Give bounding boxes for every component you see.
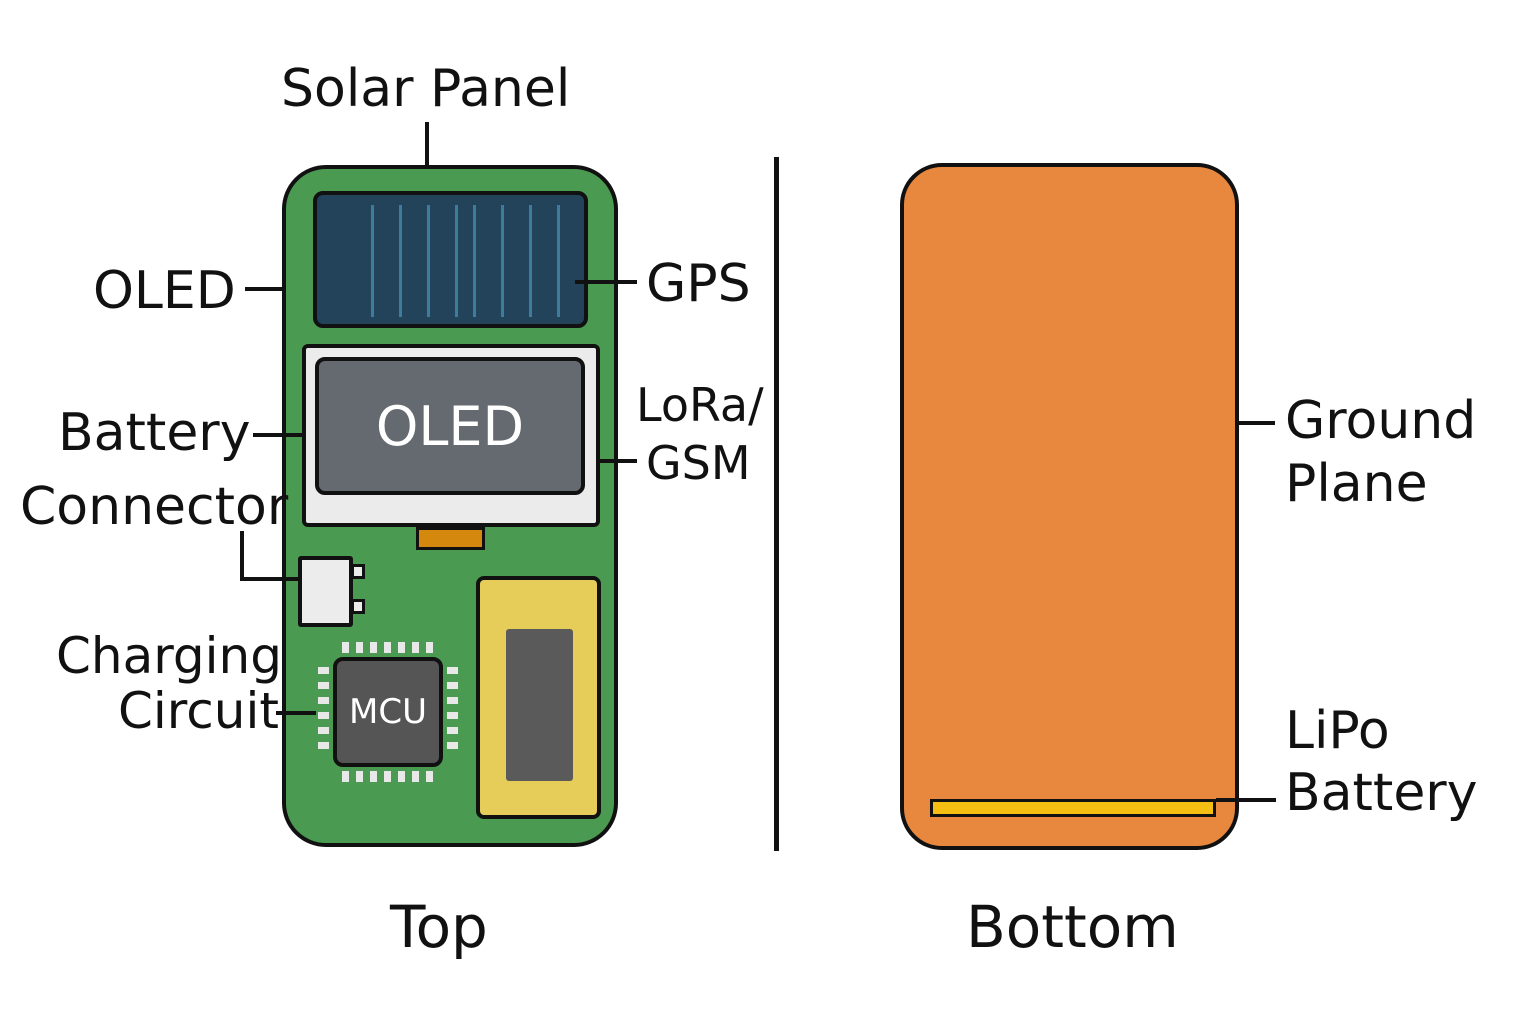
label-battery: Battery [58,403,251,463]
label-solar-panel: Solar Panel [281,59,571,119]
leader-line-connector-h [240,577,298,581]
leader-line-charging-circuit [276,711,316,715]
caption-top: Top [390,893,488,961]
label-lipo-battery: Battery [1285,763,1478,823]
solar-cell-line [473,205,476,317]
label-lipo: LiPo [1285,701,1390,761]
solar-panel [313,191,588,328]
battery-cell [506,629,573,781]
connector-pin [351,564,365,579]
connector-pin [351,599,365,614]
label-charging: Charging [56,627,282,685]
mcu-text: MCU [349,692,427,732]
label-plane: Plane [1285,454,1428,514]
label-circuit: Circuit [118,682,279,740]
solar-cell-line [399,205,402,317]
leader-line-ground-plane [1239,421,1275,425]
label-connector: Connector [20,477,289,537]
solar-cell-line [455,205,458,317]
mcu-chip: MCU [333,657,443,767]
solar-cell-line [529,205,532,317]
oled-screen-text: OLED [375,394,525,458]
leader-line-gps [575,280,637,284]
solar-cell-line [557,205,560,317]
oled-screen: OLED [315,357,585,495]
leader-line-solar-panel [425,122,429,165]
connector-component [298,556,353,627]
solar-cell-line [501,205,504,317]
leader-line-lipo-battery [1216,798,1276,802]
solar-cell-line [427,205,430,317]
label-oled: OLED [93,261,236,321]
leader-line-oled [245,287,284,291]
leader-line-battery [253,433,302,437]
label-gsm: GSM [646,436,751,490]
leader-line-connector-v [240,531,244,581]
lipo-battery [930,799,1216,817]
oled-flex-connector [416,527,485,550]
solar-cell-line [371,205,374,317]
label-ground: Ground [1285,391,1477,451]
view-divider [774,157,779,851]
label-lora: LoRa/ [636,378,764,432]
leader-line-lora-gsm [600,459,637,463]
caption-bottom: Bottom [966,893,1179,961]
label-gps: GPS [646,254,751,314]
ground-plane [900,163,1239,850]
